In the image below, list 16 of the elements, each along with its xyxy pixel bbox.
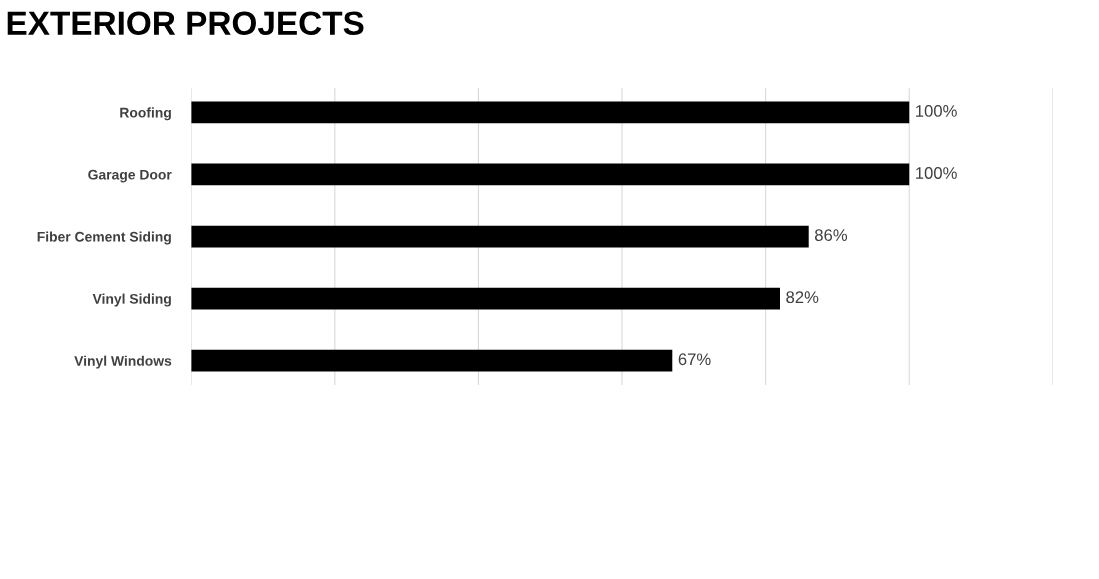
bar xyxy=(191,101,910,124)
data-label: 100% xyxy=(916,167,957,179)
y-tick-label: Vinyl Windows xyxy=(74,355,172,369)
y-tick-label: Garage Door xyxy=(88,169,172,183)
data-label: 82% xyxy=(786,291,819,304)
chart-title: EXTERIOR PROJECTS xyxy=(7,11,364,35)
bar xyxy=(191,349,673,372)
bar xyxy=(191,287,780,310)
bar xyxy=(191,163,910,186)
y-tick-label: Roofing xyxy=(120,107,171,121)
data-label: 100% xyxy=(916,105,957,117)
y-tick-label: Fiber Cement Siding xyxy=(37,231,171,245)
data-label: 67% xyxy=(678,353,711,366)
bar xyxy=(191,225,809,248)
data-label: 86% xyxy=(815,229,848,241)
y-tick-label: Vinyl Siding xyxy=(92,293,171,307)
